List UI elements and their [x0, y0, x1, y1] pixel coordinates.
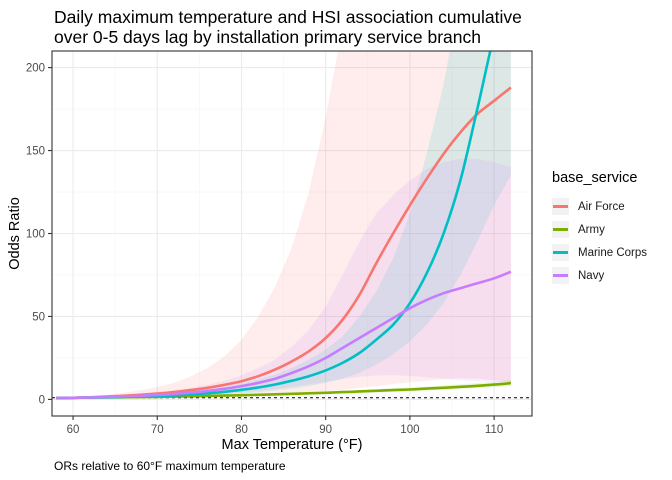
chart-caption: ORs relative to 60°F maximum temperature — [54, 459, 286, 473]
legend-key-air-force — [552, 198, 569, 215]
legend-key-marine-corps — [552, 244, 569, 261]
x-axis-ticks: 60 70 80 90 100 110 — [67, 416, 503, 436]
legend-swatch-navy — [553, 274, 568, 277]
legend-label-navy: Navy — [578, 269, 605, 282]
series-line-navy — [56, 270, 512, 400]
confidence-band-navy — [56, 158, 511, 399]
y-tick-label: 50 — [32, 311, 45, 323]
legend-item-air-force: Air Force — [552, 195, 667, 218]
y-axis-ticks: 0 50 100 150 200 — [26, 63, 52, 406]
legend-label-army: Army — [578, 223, 605, 236]
series-lines — [56, 51, 512, 400]
legend-item-navy: Navy — [552, 264, 667, 287]
y-tick-label: 150 — [26, 146, 45, 158]
legend-swatch-army — [553, 228, 568, 231]
y-tick-label: 200 — [26, 63, 45, 75]
legend-label-air-force: Air Force — [578, 200, 625, 213]
legend-title: base_service — [552, 170, 638, 186]
confidence-band-air-force — [56, 51, 511, 399]
x-tick-label: 70 — [151, 424, 164, 436]
legend-key-navy — [552, 267, 569, 284]
x-tick-label: 110 — [485, 424, 503, 436]
y-tick-label: 0 — [39, 394, 45, 406]
legend: base_service Air Force Army Marine Corps… — [552, 170, 667, 287]
x-tick-label: 60 — [67, 424, 80, 436]
legend-swatch-marine-corps — [553, 251, 568, 254]
grid-lines — [52, 51, 532, 416]
y-tick-label: 100 — [26, 229, 45, 241]
y-axis-label: Odds Ratio — [7, 197, 23, 270]
confidence-band-marine-corps — [56, 51, 511, 399]
chart-title-line-1: Daily maximum temperature and HSI associ… — [54, 7, 522, 27]
x-tick-label: 100 — [400, 424, 419, 436]
x-tick-label: 80 — [235, 424, 248, 436]
x-axis-label: Max Temperature (°F) — [222, 437, 363, 453]
chart-title-line-2: over 0-5 days lag by installation primar… — [54, 27, 481, 47]
x-tick-label: 90 — [319, 424, 332, 436]
legend-label-marine-corps: Marine Corps — [578, 246, 648, 259]
legend-key-army — [552, 221, 569, 238]
legend-item-marine-corps: Marine Corps — [552, 241, 667, 264]
legend-swatch-air-force — [553, 205, 568, 208]
legend-item-army: Army — [552, 218, 667, 241]
